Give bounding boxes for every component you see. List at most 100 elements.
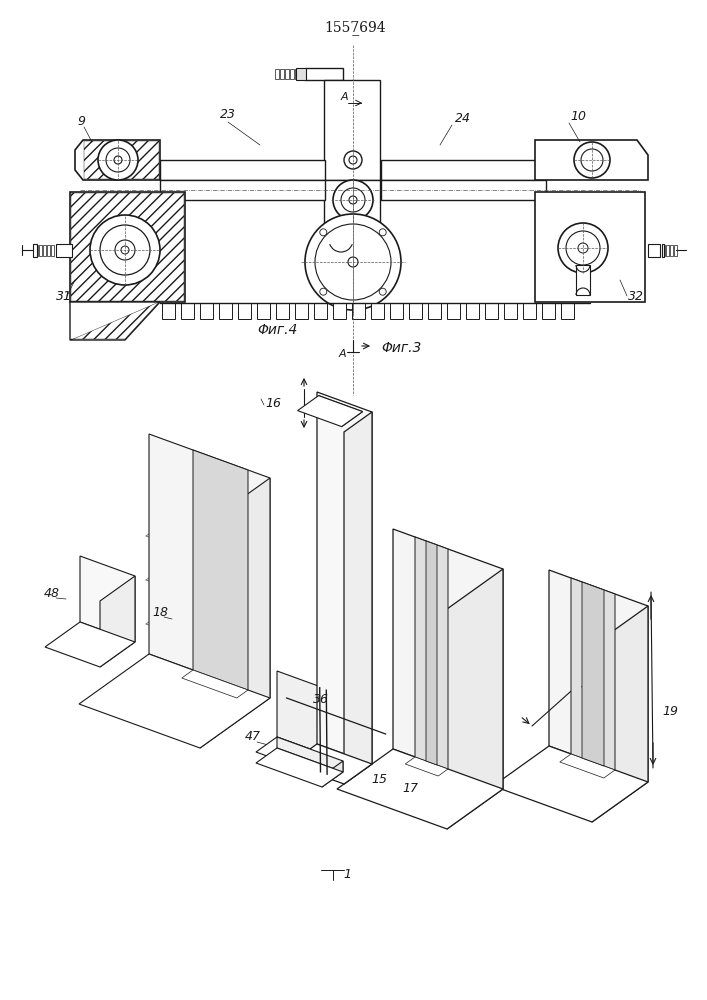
Circle shape [333, 180, 373, 220]
Bar [162, 303, 175, 319]
Bar [648, 244, 660, 257]
Polygon shape [393, 529, 503, 789]
Bar [314, 303, 327, 319]
Bar [535, 192, 645, 302]
Circle shape [341, 188, 365, 212]
Bar [333, 303, 346, 319]
Bar [428, 303, 441, 319]
Bar [39, 245, 42, 256]
Polygon shape [582, 582, 604, 766]
Text: 32: 32 [628, 290, 644, 303]
Bar [33, 244, 37, 257]
Text: A: A [339, 349, 346, 359]
Polygon shape [319, 396, 363, 412]
Bar [47, 245, 50, 256]
Bar [51, 245, 54, 256]
Bar [381, 160, 546, 180]
Text: 36: 36 [313, 693, 329, 706]
Polygon shape [100, 576, 135, 667]
Polygon shape [322, 695, 343, 776]
Circle shape [100, 225, 150, 275]
Circle shape [578, 243, 588, 253]
Circle shape [98, 140, 138, 180]
Bar [542, 303, 555, 319]
Bar [238, 303, 251, 319]
Circle shape [114, 156, 122, 164]
Bar [409, 303, 422, 319]
Text: 17: 17 [402, 782, 418, 795]
Bar [160, 303, 590, 319]
Circle shape [115, 240, 135, 260]
Polygon shape [415, 537, 448, 769]
Polygon shape [317, 392, 372, 764]
Bar [219, 303, 232, 319]
Circle shape [379, 229, 386, 236]
Circle shape [348, 257, 358, 267]
Bar [381, 180, 546, 200]
Polygon shape [79, 654, 270, 748]
Polygon shape [337, 749, 503, 829]
Bar [324, 80, 380, 180]
Bar [200, 303, 213, 319]
Circle shape [90, 215, 160, 285]
Bar [276, 303, 289, 319]
Polygon shape [493, 746, 648, 822]
Bar [56, 244, 72, 257]
Polygon shape [405, 757, 448, 776]
Polygon shape [426, 541, 437, 765]
Bar [43, 245, 46, 256]
Polygon shape [277, 671, 343, 761]
Bar [324, 180, 380, 245]
Bar [160, 180, 325, 200]
Bar [257, 303, 270, 319]
Polygon shape [149, 434, 270, 698]
Bar [290, 69, 294, 79]
Bar [670, 245, 673, 256]
Circle shape [320, 229, 327, 236]
Bar [35, 245, 38, 256]
Text: 9: 9 [77, 115, 85, 128]
Bar [296, 68, 306, 80]
Text: 24: 24 [455, 112, 471, 125]
Polygon shape [298, 396, 363, 427]
Polygon shape [277, 737, 343, 772]
Polygon shape [200, 478, 270, 748]
Text: 10: 10 [570, 110, 586, 123]
Polygon shape [256, 737, 343, 776]
Bar [181, 303, 194, 319]
Circle shape [558, 223, 608, 273]
Bar [352, 303, 365, 319]
Bar [523, 303, 536, 319]
Text: 47: 47 [245, 730, 261, 743]
Bar [504, 303, 517, 319]
Bar [662, 245, 665, 256]
Text: 1557̲694: 1557̲694 [325, 21, 386, 35]
Text: 16: 16 [265, 397, 281, 410]
Circle shape [106, 148, 130, 172]
Bar [160, 160, 325, 180]
Polygon shape [571, 578, 615, 770]
Polygon shape [592, 606, 648, 822]
Circle shape [320, 288, 327, 295]
Bar [666, 245, 669, 256]
Bar [295, 69, 299, 79]
Circle shape [349, 156, 357, 164]
Polygon shape [344, 412, 372, 784]
Text: 31: 31 [56, 290, 72, 303]
Text: 18: 18 [152, 606, 168, 619]
Circle shape [574, 142, 610, 178]
Polygon shape [535, 140, 648, 180]
Bar [285, 69, 289, 79]
Polygon shape [45, 622, 135, 667]
Bar [305, 68, 343, 80]
Bar [447, 303, 460, 319]
Bar [466, 303, 479, 319]
Bar [70, 192, 185, 302]
Polygon shape [447, 569, 503, 829]
Bar [390, 303, 403, 319]
Bar [662, 244, 664, 257]
Text: 1: 1 [343, 868, 351, 881]
Circle shape [305, 214, 401, 310]
Bar [485, 303, 498, 319]
Polygon shape [70, 302, 160, 340]
